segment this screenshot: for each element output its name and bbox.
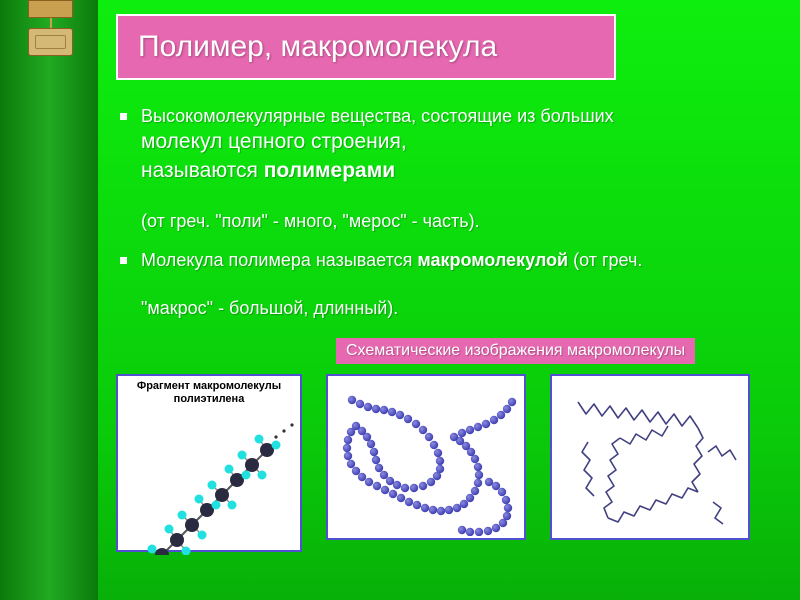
decor-thread bbox=[50, 18, 52, 28]
content-area: Высокомолекулярные вещества, состоящие и… bbox=[116, 104, 778, 320]
text-line: "макрос" - большой, длинный). bbox=[141, 298, 398, 318]
text-bold: полимерами bbox=[264, 159, 395, 182]
text-bold: макромолекулой bbox=[417, 250, 568, 270]
hanging-scroll-decor bbox=[28, 0, 73, 56]
bead-chain-svg bbox=[334, 382, 522, 536]
text-line: (от греч. "поли" - много, "мерос" - част… bbox=[141, 211, 480, 231]
diagrams-row: Фрагмент макромолекулы полиэтилена bbox=[116, 374, 778, 552]
bullet-item: Молекула полимера называется макромолеку… bbox=[120, 248, 778, 321]
panel-zigzag bbox=[550, 374, 750, 540]
slide-main: Полимер, макромолекула Высокомолекулярны… bbox=[98, 0, 800, 600]
text-line: Фрагмент макромолекулы bbox=[137, 380, 281, 392]
bullet-marker-icon bbox=[120, 113, 127, 120]
panel-fragment: Фрагмент макромолекулы полиэтилена bbox=[116, 374, 302, 552]
diagram-caption: Схематические изображения макромолекулы bbox=[336, 338, 695, 364]
bullet-item: Высокомолекулярные вещества, состоящие и… bbox=[120, 104, 778, 234]
decor-bar-top bbox=[28, 0, 73, 18]
text-line: Высокомолекулярные вещества, состоящие и… bbox=[141, 106, 614, 126]
bullet-marker-icon bbox=[120, 257, 127, 264]
bullet-text: Высокомолекулярные вещества, состоящие и… bbox=[141, 104, 614, 234]
text-line: молекул цепного строения, bbox=[141, 130, 407, 153]
text-line: полиэтилена bbox=[174, 393, 245, 405]
zigzag-svg bbox=[558, 382, 746, 536]
text-line: называются bbox=[141, 159, 264, 182]
panel-bead-chain bbox=[326, 374, 526, 540]
fragment-title: Фрагмент макромолекулы полиэтилена bbox=[122, 380, 296, 404]
fragment-svg bbox=[122, 407, 300, 555]
left-decor-strip bbox=[0, 0, 98, 600]
bullet-text: Молекула полимера называется макромолеку… bbox=[141, 248, 642, 321]
title-box: Полимер, макромолекула bbox=[116, 14, 616, 80]
text-line: Молекула полимера называется bbox=[141, 250, 417, 270]
text-line: (от греч. bbox=[568, 250, 642, 270]
slide-root: Полимер, макромолекула Высокомолекулярны… bbox=[0, 0, 800, 600]
decor-scroll bbox=[28, 28, 73, 56]
title-text: Полимер, макромолекула bbox=[138, 30, 497, 63]
